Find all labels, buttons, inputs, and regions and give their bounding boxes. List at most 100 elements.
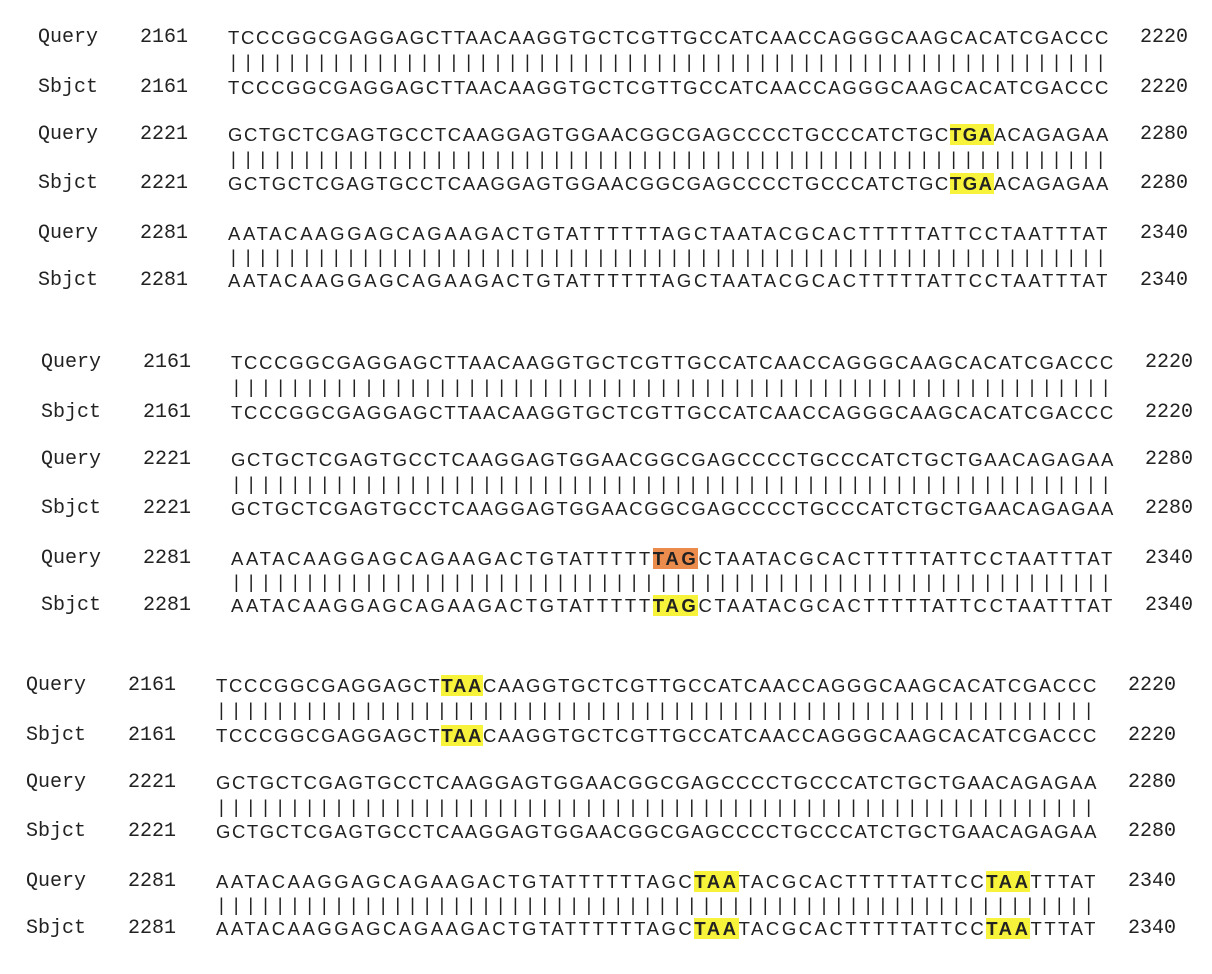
sequence: TCCCGGCGAGGAGCTTAACAAGGTGCTCGTTGCCATCAAC… (228, 76, 1110, 100)
match-bars: ||||||||||||||||||||||||||||||||||||||||… (219, 699, 1101, 720)
start-position: 2221 (140, 172, 189, 195)
end-position: 2340 (1128, 917, 1177, 940)
sequence-segment: TACGCACTTTTTATTCC (738, 871, 987, 892)
sequence: GCTGCTCGAGTGCCTCAAGGAGTGGAACGGCGAGCCCCTG… (228, 172, 1110, 196)
sequence-segment: AATACAAGGAGCAGAAGACTGTATTTTT (231, 548, 653, 569)
sequence: TCCCGGCGAGGAGCTTAACAAGGTGCTCGTTGCCATCAAC… (231, 351, 1115, 375)
sequence-segment: TCCCGGCGAGGAGCTTAACAAGGTGCTCGTTGCCATCAAC… (231, 402, 1115, 423)
stop-codon-highlight-alt: TAG (652, 548, 699, 569)
sequence: TCCCGGCGAGGAGCTTAACAAGGTGCTCGTTGCCATCAAC… (231, 401, 1115, 425)
start-position: 2161 (128, 724, 177, 747)
sequence: AATACAAGGAGCAGAAGACTGTATTTTTTAGCTAATACGC… (231, 547, 1115, 571)
end-position: 2280 (1145, 497, 1194, 520)
sequence-segment: CTAATACGCACTTTTTATTCCTAATTTAT (698, 548, 1116, 569)
alignment-block: Query 2161 TCCCGGCGAGGAGCTTAACAAGGTGCTCGTT… (0, 26, 1212, 326)
sequence: TCCCGGCGAGGAGCTTAACAAGGTGCTCGTTGCCATCAAC… (228, 26, 1110, 50)
start-position: 2221 (128, 771, 177, 794)
start-position: 2221 (143, 497, 192, 520)
sequence-segment: GCTGCTCGAGTGCCTCAAGGAGTGGAACGGCGAGCCCCTG… (216, 772, 1099, 793)
sequence-segment: GCTGCTCGAGTGCCTCAAGGAGTGGAACGGCGAGCCCCTG… (228, 173, 950, 194)
end-position: 2280 (1128, 820, 1177, 843)
row-label: Query (26, 870, 87, 893)
end-position: 2340 (1145, 547, 1194, 570)
sequence: AATACAAGGAGCAGAAGACTGTATTTTTTAGCTAATACGC… (216, 917, 1098, 941)
end-position: 2220 (1128, 724, 1177, 747)
end-position: 2220 (1145, 351, 1194, 374)
match-bars: ||||||||||||||||||||||||||||||||||||||||… (231, 246, 1113, 267)
row-label: Query (38, 222, 99, 245)
sequence: AATACAAGGAGCAGAAGACTGTATTTTTTAGCTAATACGC… (216, 870, 1098, 894)
sequence-segment: ACAGAGAA (993, 173, 1110, 194)
sequence: GCTGCTCGAGTGCCTCAAGGAGTGGAACGGCGAGCCCCTG… (231, 448, 1115, 472)
row-label: Query (41, 448, 102, 471)
sequence: AATACAAGGAGCAGAAGACTGTATTTTTTAGCTAATACGC… (228, 222, 1110, 246)
row-label: Sbjct (41, 497, 102, 520)
sequence: TCCCGGCGAGGAGCTTAACAAGGTGCTCGTTGCCATCAAC… (216, 724, 1098, 748)
row-label: Sbjct (38, 76, 99, 99)
sequence-segment: TACGCACTTTTTATTCC (738, 918, 987, 939)
start-position: 2221 (140, 123, 189, 146)
row-label: Sbjct (26, 917, 87, 940)
sequence-segment: AATACAAGGAGCAGAAGACTGTATTTTT (231, 595, 653, 616)
end-position: 2340 (1140, 222, 1189, 245)
end-position: 2340 (1140, 269, 1189, 292)
stop-codon-highlight: TAA (441, 675, 484, 696)
end-position: 2280 (1145, 448, 1194, 471)
sequence-segment: TTTAT (1030, 871, 1098, 892)
sequence-segment: GCTGCTCGAGTGCCTCAAGGAGTGGAACGGCGAGCCCCTG… (216, 821, 1099, 842)
row-label: Query (38, 123, 99, 146)
start-position: 2221 (128, 820, 177, 843)
sequence-segment: CTAATACGCACTTTTTATTCCTAATTTAT (698, 595, 1116, 616)
sequence-segment: ACAGAGAA (993, 124, 1110, 145)
match-bars: ||||||||||||||||||||||||||||||||||||||||… (231, 148, 1113, 169)
row-label: Sbjct (26, 820, 87, 843)
sequence-segment: TCCCGGCGAGGAGCTTAACAAGGTGCTCGTTGCCATCAAC… (228, 27, 1110, 48)
row-label: Query (26, 674, 87, 697)
start-position: 2281 (143, 594, 192, 617)
alignment-block: Query 2161 TCCCGGCGAGGAGCTTAACAAGGTGCTCGTT… (0, 674, 1212, 974)
sequence: GCTGCTCGAGTGCCTCAAGGAGTGGAACGGCGAGCCCCTG… (231, 497, 1115, 521)
sequence-segment: AATACAAGGAGCAGAAGACTGTATTTTTTAGC (216, 871, 695, 892)
stop-codon-highlight: TAA (986, 871, 1031, 892)
sequence-segment: GCTGCTCGAGTGCCTCAAGGAGTGGAACGGCGAGCCCCTG… (231, 498, 1115, 519)
match-bars: ||||||||||||||||||||||||||||||||||||||||… (231, 51, 1113, 72)
sequence: GCTGCTCGAGTGCCTCAAGGAGTGGAACGGCGAGCCCCTG… (216, 771, 1098, 795)
sequence-segment: TCCCGGCGAGGAGCTTAACAAGGTGCTCGTTGCCATCAAC… (228, 77, 1110, 98)
sequence-segment: TCCCGGCGAGGAGCT (216, 725, 442, 746)
stop-codon-highlight: TGA (949, 173, 994, 194)
end-position: 2280 (1140, 172, 1189, 195)
match-bars: ||||||||||||||||||||||||||||||||||||||||… (234, 376, 1119, 397)
row-label: Query (41, 351, 102, 374)
row-label: Sbjct (41, 594, 102, 617)
stop-codon-highlight: TAA (694, 871, 739, 892)
sequence: GCTGCTCGAGTGCCTCAAGGAGTGGAACGGCGAGCCCCTG… (228, 123, 1110, 147)
stop-codon-highlight: TAA (441, 725, 484, 746)
end-position: 2220 (1140, 26, 1189, 49)
sequence: GCTGCTCGAGTGCCTCAAGGAGTGGAACGGCGAGCCCCTG… (216, 820, 1098, 844)
sequence-segment: AATACAAGGAGCAGAAGACTGTATTTTTTAGCTAATACGC… (228, 270, 1111, 291)
match-bars: ||||||||||||||||||||||||||||||||||||||||… (219, 796, 1101, 817)
end-position: 2340 (1128, 870, 1177, 893)
stop-codon-highlight: TAA (694, 918, 739, 939)
match-bars: ||||||||||||||||||||||||||||||||||||||||… (234, 571, 1119, 592)
end-position: 2220 (1145, 401, 1194, 424)
end-position: 2340 (1145, 594, 1194, 617)
stop-codon-highlight: TGA (949, 124, 994, 145)
start-position: 2281 (143, 547, 192, 570)
sequence-segment: GCTGCTCGAGTGCCTCAAGGAGTGGAACGGCGAGCCCCTG… (231, 449, 1115, 470)
start-position: 2161 (140, 76, 189, 99)
sequence-segment: CAAGGTGCTCGTTGCCATCAACCAGGGCAAGCACATCGAC… (483, 725, 1099, 746)
start-position: 2281 (128, 917, 177, 940)
sequence-segment: TTTAT (1030, 918, 1098, 939)
sequence-segment: CAAGGTGCTCGTTGCCATCAACCAGGGCAAGCACATCGAC… (483, 675, 1099, 696)
start-position: 2221 (143, 448, 192, 471)
sequence-segment: TCCCGGCGAGGAGCTTAACAAGGTGCTCGTTGCCATCAAC… (231, 352, 1115, 373)
stop-codon-highlight: TAG (652, 595, 699, 616)
start-position: 2281 (140, 222, 189, 245)
match-bars: ||||||||||||||||||||||||||||||||||||||||… (219, 894, 1101, 915)
start-position: 2161 (128, 674, 177, 697)
end-position: 2220 (1128, 674, 1177, 697)
sequence-segment: AATACAAGGAGCAGAAGACTGTATTTTTTAGCTAATACGC… (228, 223, 1111, 244)
row-label: Sbjct (38, 172, 99, 195)
row-label: Sbjct (26, 724, 87, 747)
